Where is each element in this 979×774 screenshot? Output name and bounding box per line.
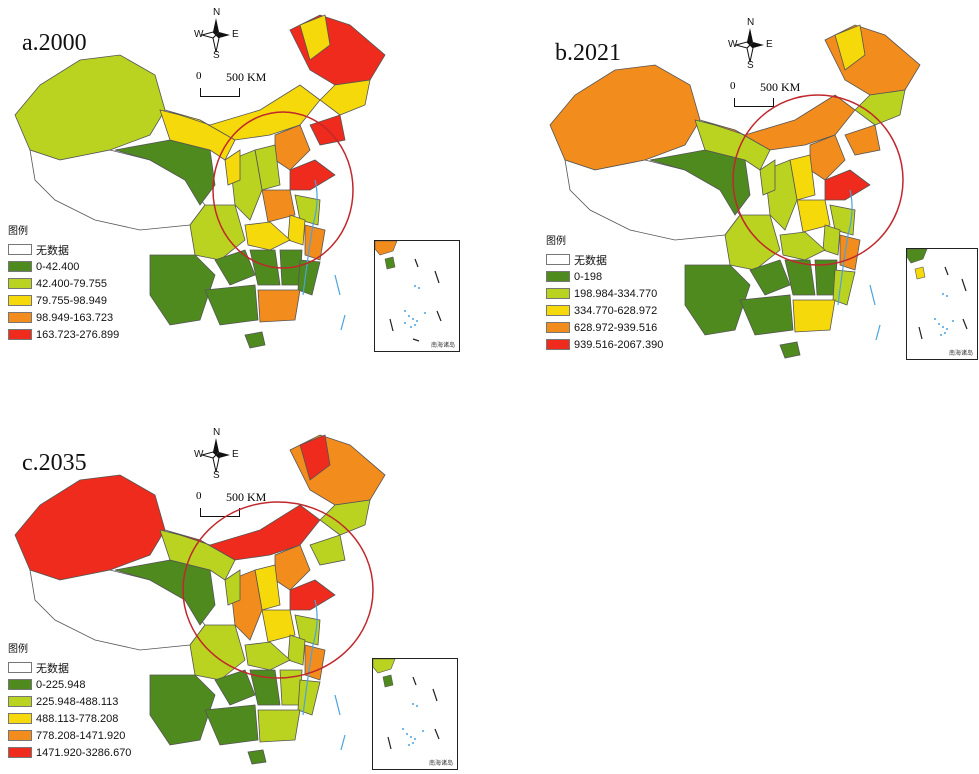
legend-entry: 1471.920-3286.670 — [8, 744, 131, 761]
panel-title: b.2021 — [555, 40, 621, 66]
legend: 图例 无数据 0-42.400 42.400-79.755 79.755-98.… — [8, 222, 119, 343]
china-choropleth-map — [14, 434, 386, 765]
south-china-sea-inset: 南海诸岛 — [906, 248, 978, 360]
china-choropleth-map — [549, 24, 921, 359]
scale-bar: 0 500 KM — [196, 70, 276, 104]
north-arrow-icon: N S W E — [728, 17, 773, 71]
legend-entry: 334.770-628.972 — [546, 302, 663, 319]
north-arrow-icon: N S W E — [194, 7, 239, 61]
legend-entry: 778.208-1471.920 — [8, 727, 131, 744]
panel-title: c.2035 — [22, 450, 87, 476]
legend-entry: 225.948-488.113 — [8, 693, 131, 710]
legend-entry: 0-225.948 — [8, 676, 131, 693]
map-panel-2000: a.2000 N S W E 0 500 KM — [0, 0, 480, 380]
south-china-sea-inset: 南海诸岛 — [374, 240, 460, 352]
scale-bar: 0 500 KM — [196, 490, 276, 524]
legend-entry: 98.949-163.723 — [8, 309, 119, 326]
map-panel-2035: c.2035 N S W E 0 500 KM — [0, 400, 480, 770]
legend: 图例 无数据 0-198 198.984-334.770 334.770-628… — [546, 232, 663, 353]
legend-entry: 939.516-2067.390 — [546, 336, 663, 353]
legend-entry: 无数据 — [546, 251, 663, 268]
legend-entry: 198.984-334.770 — [546, 285, 663, 302]
legend-entry: 无数据 — [8, 241, 119, 258]
map-panel-2021: b.2021 N S W E 0 500 KM — [500, 0, 979, 380]
legend-entry: 163.723-276.899 — [8, 326, 119, 343]
north-arrow-icon: N S W E — [194, 427, 239, 481]
panel-title: a.2000 — [22, 30, 87, 56]
legend-entry: 79.755-98.949 — [8, 292, 119, 309]
legend-entry: 628.972-939.516 — [546, 319, 663, 336]
legend-entry: 488.113-778.208 — [8, 710, 131, 727]
legend-entry: 42.400-79.755 — [8, 275, 119, 292]
legend-entry: 0-42.400 — [8, 258, 119, 275]
south-china-sea-inset: 南海诸岛 — [372, 658, 458, 770]
china-choropleth-map — [14, 14, 386, 349]
legend: 图例 无数据 0-225.948 225.948-488.113 488.113… — [8, 640, 131, 761]
legend-entry: 无数据 — [8, 659, 131, 676]
scale-bar: 0 500 KM — [730, 80, 810, 114]
legend-entry: 0-198 — [546, 268, 663, 285]
